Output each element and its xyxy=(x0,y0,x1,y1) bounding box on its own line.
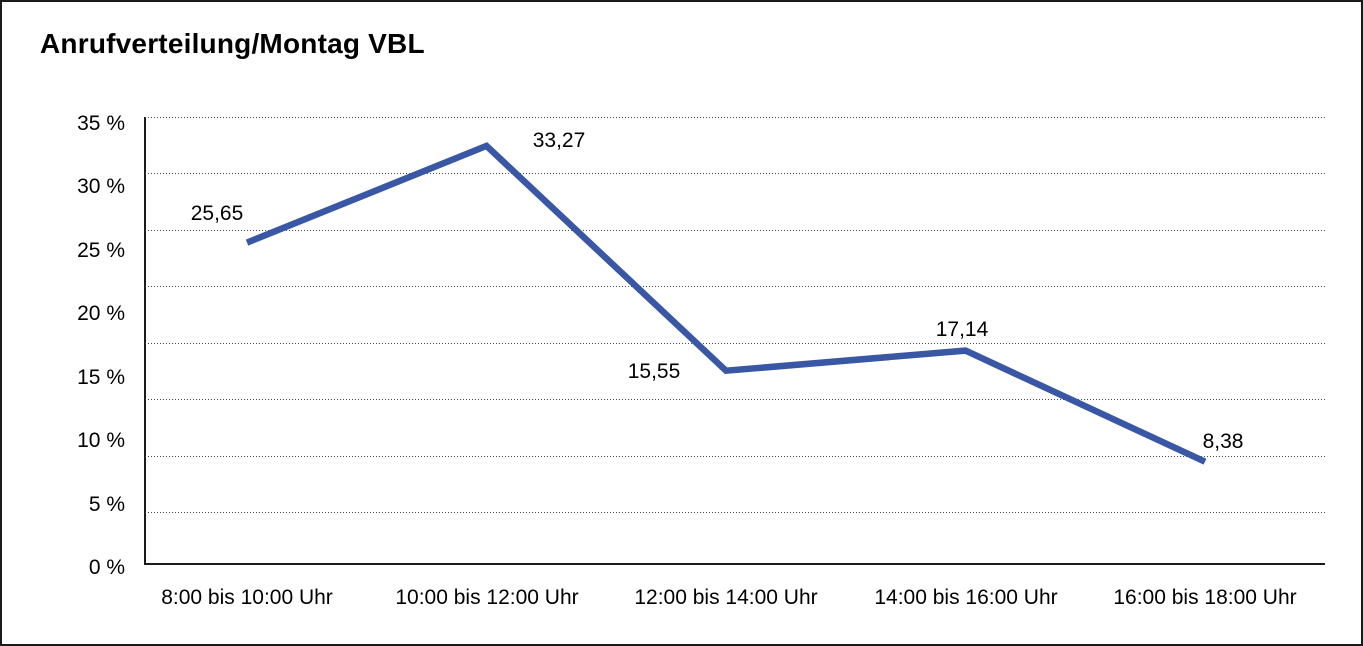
y-axis-tick-label: 0 % xyxy=(88,556,125,579)
y-axis-tick-label: 25 % xyxy=(77,239,125,262)
gridline xyxy=(145,173,1325,174)
gridline xyxy=(145,399,1325,400)
y-axis-tick-label: 35 % xyxy=(77,112,125,135)
gridline xyxy=(145,343,1325,344)
y-axis-tick-label: 30 % xyxy=(77,175,125,198)
gridline xyxy=(145,456,1325,457)
data-series-line xyxy=(245,142,1207,465)
data-point-label: 8,38 xyxy=(1202,430,1244,453)
data-point-label: 33,27 xyxy=(532,129,586,152)
chart-title: Anrufverteilung/Montag VBL xyxy=(40,28,425,59)
x-axis-category-label: 12:00 bis 14:00 Uhr xyxy=(634,586,818,609)
x-axis-category-label: 10:00 bis 12:00 Uhr xyxy=(395,586,579,609)
data-point-label: 15,55 xyxy=(627,360,681,383)
x-axis-category-label: 8:00 bis 10:00 Uhr xyxy=(161,586,333,609)
data-point-label: 17,14 xyxy=(935,318,989,341)
y-axis-tick-label: 15 % xyxy=(77,366,125,389)
y-axis-line xyxy=(144,117,146,565)
y-axis-tick-label: 10 % xyxy=(77,429,125,452)
x-axis-category-label: 14:00 bis 16:00 Uhr xyxy=(874,586,1058,609)
plot-area xyxy=(145,117,1325,564)
gridline xyxy=(145,286,1325,287)
x-axis-line xyxy=(144,563,1325,565)
y-axis-tick-label: 5 % xyxy=(88,493,125,516)
gridline xyxy=(145,512,1325,513)
gridline xyxy=(145,117,1325,118)
data-point-label: 25,65 xyxy=(190,202,244,225)
x-axis-category-label: 16:00 bis 18:00 Uhr xyxy=(1113,586,1297,609)
y-axis-tick-label: 20 % xyxy=(77,302,125,325)
gridline xyxy=(145,230,1325,231)
line-chart-svg xyxy=(245,142,1207,465)
